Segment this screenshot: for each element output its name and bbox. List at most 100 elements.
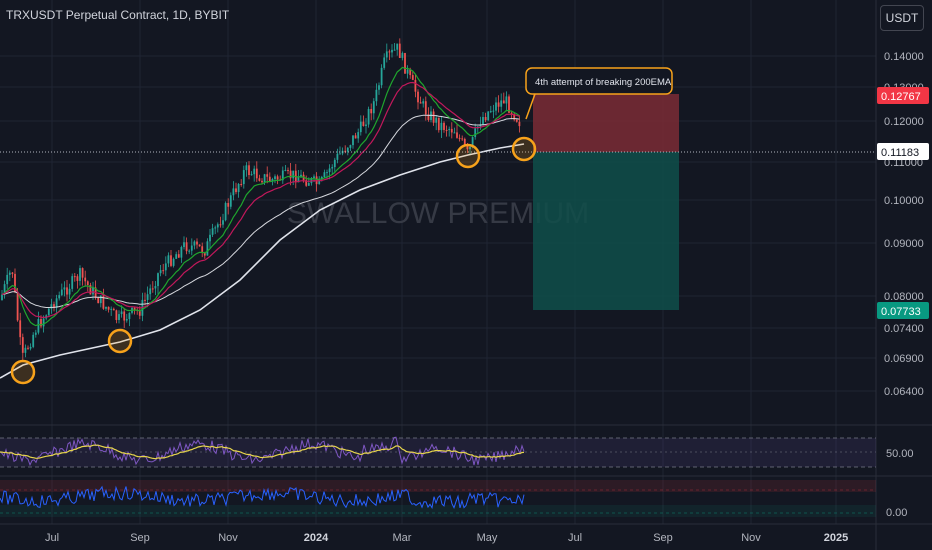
- take-profit-zone[interactable]: [533, 152, 679, 310]
- annotation-callout[interactable]: 4th attempt of breaking 200EMA: [525, 67, 673, 120]
- rsi-ma-line: [0, 444, 525, 460]
- candle-body: [370, 109, 373, 114]
- candle-body: [500, 100, 503, 107]
- candle-body: [424, 101, 427, 115]
- annotation-text: 4th attempt of breaking 200EMA: [535, 77, 672, 88]
- candle-body: [224, 203, 227, 221]
- candle-body: [518, 121, 521, 127]
- candle-body: [133, 307, 136, 310]
- candle-body: [86, 281, 89, 285]
- rsi-line: [0, 436, 525, 467]
- candle-body: [450, 128, 453, 133]
- candle-body: [339, 153, 341, 155]
- candle-body: [84, 277, 87, 282]
- candle-body: [112, 308, 115, 311]
- ema-200-line: [0, 143, 525, 379]
- candle-body: [375, 89, 378, 102]
- price-tick: 0.10000: [884, 195, 924, 207]
- candle-body: [154, 286, 157, 289]
- candle-body: [281, 170, 284, 181]
- candle-body: [216, 224, 219, 228]
- candle-body: [430, 111, 432, 120]
- candle-body: [240, 183, 243, 185]
- price-tick: 0.14000: [884, 51, 924, 63]
- candle-body: [443, 122, 445, 130]
- symbol-title[interactable]: TRXUSDT Perpetual Contract, 1D, BYBIT: [6, 8, 230, 22]
- candle-body: [487, 111, 490, 121]
- candle-body: [159, 270, 162, 274]
- candle-body: [24, 347, 27, 353]
- candle-body: [11, 272, 14, 274]
- candle-body: [8, 272, 11, 275]
- candle-body: [471, 137, 474, 147]
- candle-body: [6, 274, 9, 285]
- entry-badge: 0.11183: [877, 143, 929, 160]
- candle-body: [326, 172, 328, 174]
- candle-body: [357, 132, 360, 139]
- price-tick: 0.07400: [884, 323, 924, 335]
- time-tick: 2024: [304, 532, 329, 544]
- candle-body: [68, 288, 71, 295]
- candle-body: [261, 180, 263, 183]
- candle-body: [276, 176, 279, 180]
- candle-body: [482, 117, 484, 125]
- candle-body: [105, 306, 107, 309]
- candle-body: [289, 170, 292, 179]
- ema-mid-line: [1, 81, 520, 319]
- candle-body: [284, 169, 287, 171]
- candle-body: [393, 49, 396, 51]
- currency-button[interactable]: USDT: [880, 5, 924, 31]
- candle-body: [201, 246, 204, 253]
- oscillator-panel[interactable]: 0.00: [0, 480, 907, 519]
- candle-body: [323, 172, 326, 178]
- candle-body: [396, 43, 399, 50]
- candle-body: [456, 132, 458, 138]
- candle-body: [328, 168, 331, 173]
- rsi-panel[interactable]: 50.00: [0, 436, 914, 468]
- candle-body: [50, 304, 53, 309]
- candle-body: [125, 319, 128, 321]
- candle-body: [118, 314, 120, 320]
- candle-body: [170, 255, 172, 266]
- candle-body: [484, 117, 487, 121]
- candle-body: [474, 128, 477, 138]
- candle-body: [466, 145, 469, 150]
- candle-body: [60, 289, 63, 296]
- candle-body: [388, 51, 391, 53]
- candle-body: [190, 245, 193, 251]
- candle-body: [53, 304, 55, 308]
- candle-body: [151, 288, 154, 290]
- candle-body: [365, 124, 367, 127]
- candle-body: [21, 337, 24, 353]
- candle-body: [32, 334, 35, 347]
- candle-body: [492, 110, 495, 112]
- candle-body: [34, 332, 37, 335]
- ema-fast-line: [1, 66, 520, 327]
- candle-body: [409, 69, 412, 76]
- stop-loss-zone[interactable]: [533, 94, 679, 152]
- candle-body: [432, 111, 435, 123]
- candle-body: [107, 306, 110, 310]
- candle-body: [198, 244, 201, 247]
- candle-body: [123, 311, 126, 321]
- candle-body: [172, 258, 175, 266]
- candle-body: [362, 121, 365, 127]
- touch-marker-3: [455, 143, 481, 169]
- candle-body: [14, 273, 16, 292]
- candle-body: [435, 117, 438, 123]
- candle-body: [128, 312, 131, 320]
- candle-body: [320, 177, 323, 179]
- candle-body: [3, 284, 6, 295]
- candle-body: [180, 247, 183, 258]
- candle-body: [510, 112, 513, 114]
- rsi-level-label: 50.00: [886, 448, 914, 460]
- touch-marker-4: [511, 136, 537, 162]
- candle-body: [58, 295, 61, 299]
- time-axis[interactable]: Jul Sep Nov 2024 Mar May Jul Sep Nov 202…: [45, 532, 848, 544]
- candle-body: [162, 270, 165, 272]
- candle-body: [422, 101, 425, 104]
- ema-50-line: [1, 114, 520, 308]
- candle-body: [63, 287, 66, 290]
- candle-body: [453, 132, 456, 134]
